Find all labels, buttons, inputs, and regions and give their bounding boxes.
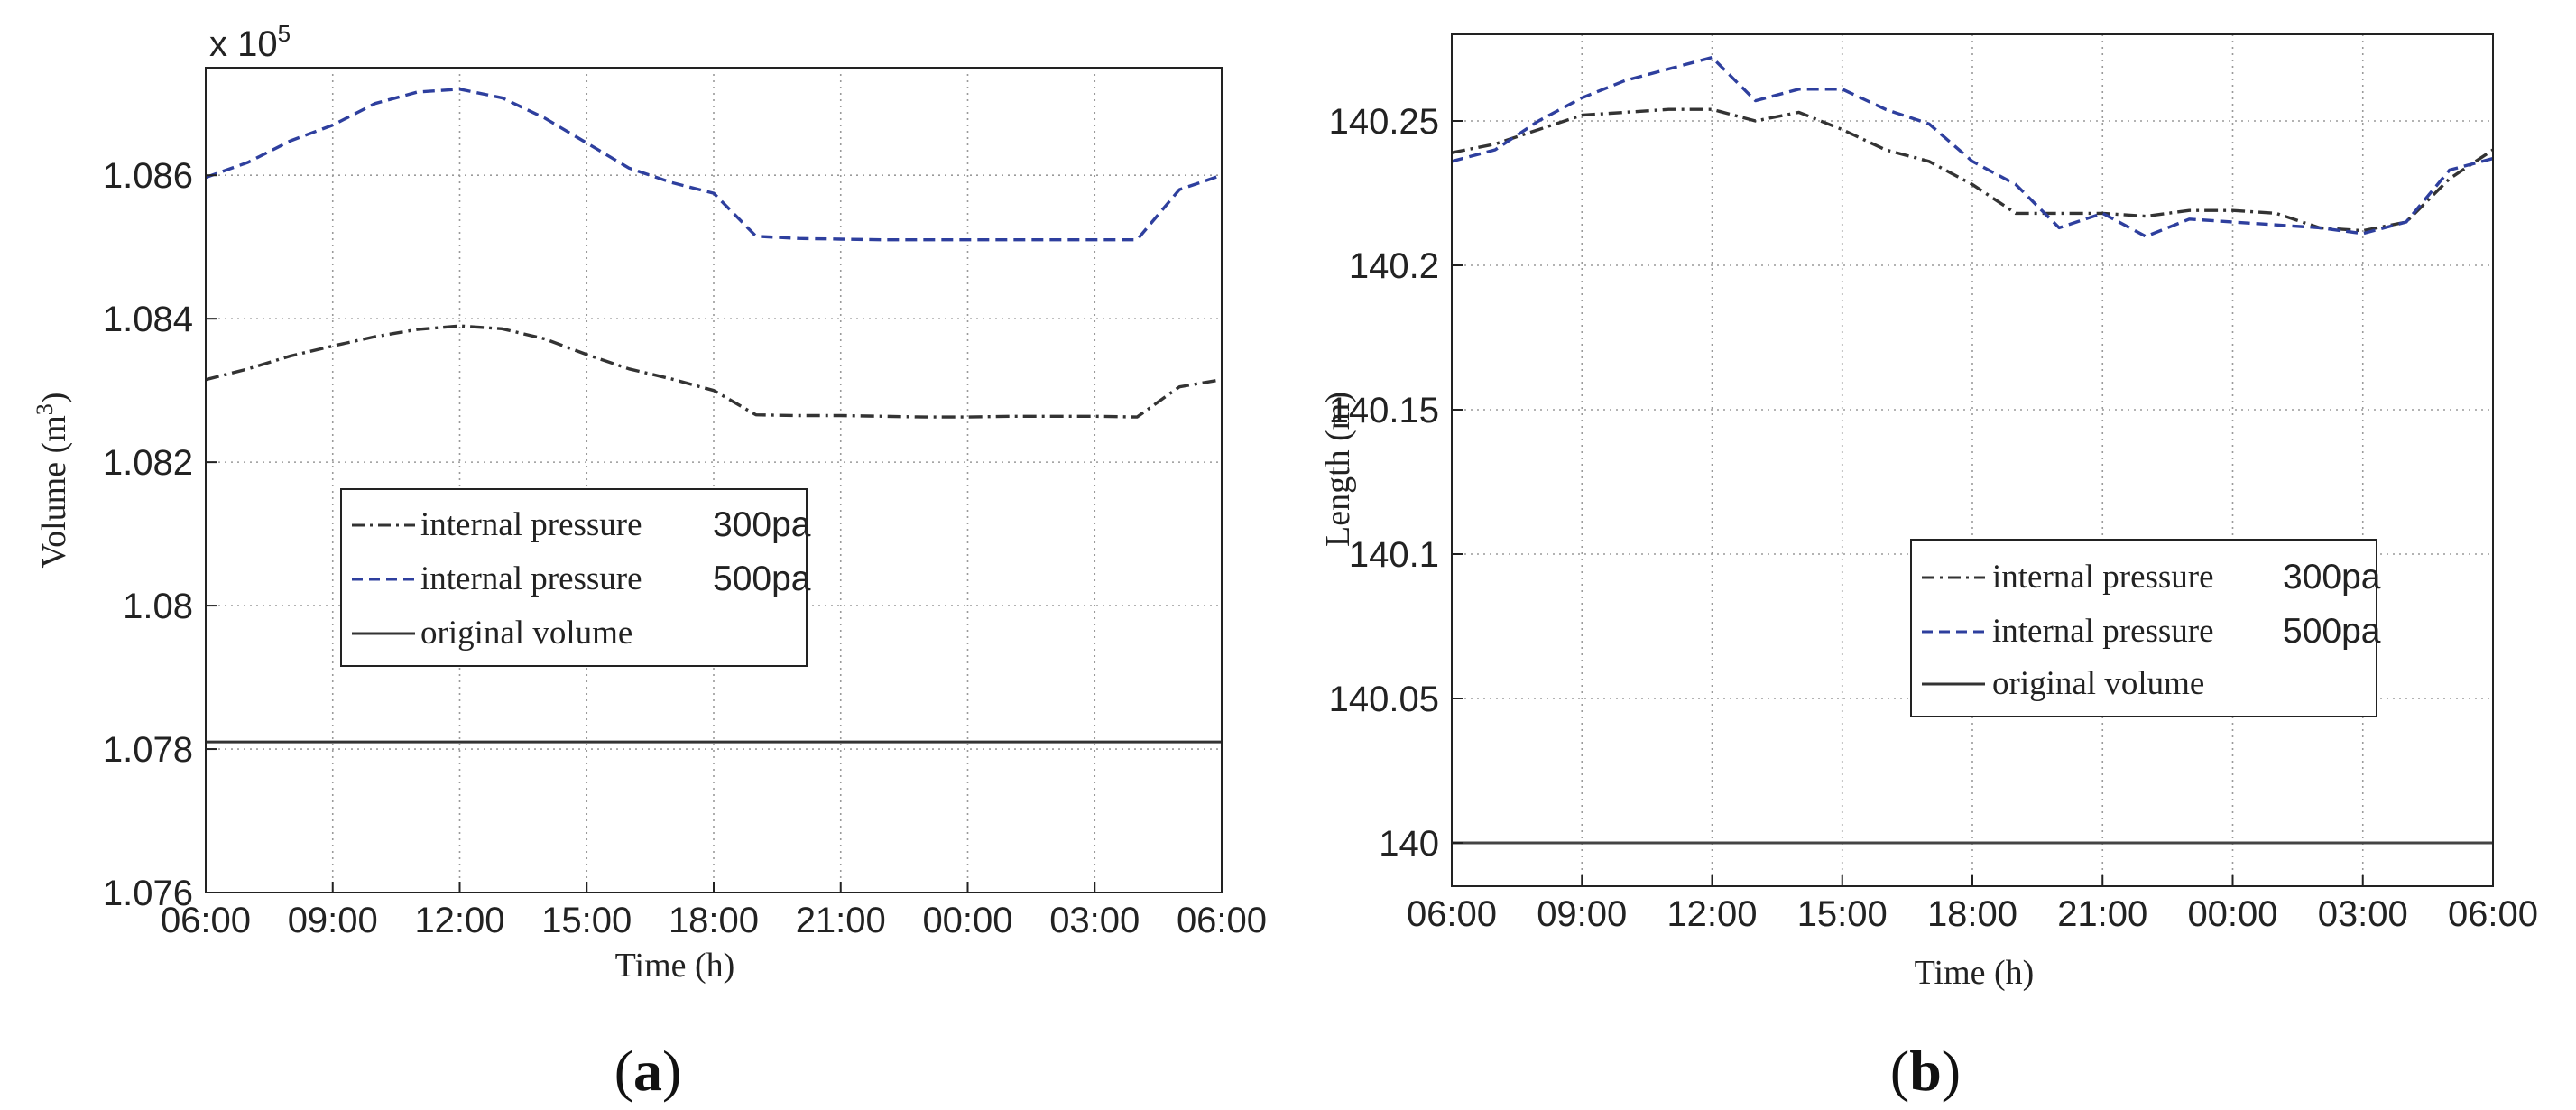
y-tick-label: 1.08 (123, 587, 193, 626)
x-tick-label: 06:00 (161, 901, 251, 940)
x-tick-label: 06:00 (1407, 894, 1497, 934)
y-ticks-b: 140 140.05 140.1 140.15 140.2 140.25 (1329, 102, 1463, 864)
x-tick-label: 18:00 (669, 901, 759, 940)
x-tick-label: 03:00 (2318, 894, 2408, 934)
legend-a: internal pressure 300pa internal pressur… (340, 488, 811, 667)
legend-box-b (1910, 539, 2377, 717)
y-tick-label: 1.084 (103, 300, 193, 339)
y-tick-label: 140.15 (1329, 391, 1439, 430)
panel-label-b: (b) (1890, 1039, 1961, 1103)
x-tick-label: 12:00 (414, 901, 504, 940)
legend-value-a-300: 300pa (713, 505, 811, 544)
legend-value-b-500: 500pa (2283, 612, 2381, 651)
series-line-b-500pa (1451, 55, 2494, 238)
x-tick-label: 00:00 (922, 901, 1012, 940)
x-tick-label: 03:00 (1049, 901, 1140, 940)
y-axis-label-a: Volume (m3) (32, 393, 73, 569)
legend-label-a-300: internal pressure (420, 506, 642, 543)
y-tick-label: 140 (1379, 824, 1439, 864)
x-tick-label: 06:00 (1177, 901, 1267, 940)
series-group-b (1451, 55, 2494, 845)
x-ticks-a: 06:00 09:00 12:00 15:00 18:00 21:00 00:00 03:00… (161, 882, 1267, 940)
x-tick-label: 21:00 (2057, 894, 2147, 934)
x-axis-label-a: Time (h) (615, 947, 735, 985)
x-tick-label: 09:00 (288, 901, 378, 940)
y-tick-label: 1.086 (103, 156, 193, 196)
x-axis-label-b: Time (h) (1915, 954, 2035, 992)
legend-label-b-orig: original volume (1992, 665, 2204, 702)
x-tick-label: 21:00 (796, 901, 886, 940)
chart-panel-b: 140 140.05 140.1 140.15 140.2 140.25 06:00 09:… (1319, 33, 2538, 1103)
x-tick-label: 06:00 (2448, 894, 2538, 934)
x-tick-label: 09:00 (1537, 894, 1627, 934)
x-tick-label: 12:00 (1667, 894, 1757, 934)
series-line-a-500pa (205, 88, 1223, 242)
y-tick-label: 1.082 (103, 443, 193, 483)
series-line-a-300pa (205, 324, 1223, 419)
legend-label-b-300: internal pressure (1992, 559, 2214, 596)
y-axis-label-b: Length (m) (1319, 392, 1357, 547)
legend-value-b-300: 300pa (2283, 558, 2381, 597)
legend-value-a-500: 500pa (713, 560, 811, 598)
legend-b: internal pressure 300pa internal pressur… (1910, 539, 2381, 717)
series-group-a (205, 88, 1223, 744)
x-tick-label: 15:00 (1797, 894, 1888, 934)
y-tick-label: 140.1 (1349, 535, 1439, 575)
y-ticks-a: 1.076 1.078 1.08 1.082 1.084 1.086 (103, 156, 217, 913)
y-tick-label: 1.076 (103, 874, 193, 913)
y-tick-label: 140.25 (1329, 102, 1439, 142)
panel-label-a: (a) (614, 1039, 682, 1103)
y-tick-label: 140.2 (1349, 246, 1439, 286)
legend-box-a (340, 488, 808, 667)
chart-panel-a: 1.076 1.078 1.08 1.082 1.084 1.086 06:00 09:00… (32, 20, 1267, 1103)
plot-area-b (1452, 34, 2493, 886)
y-tick-label: 140.05 (1329, 680, 1439, 719)
legend-label-a-500: internal pressure (420, 560, 642, 597)
legend-label-b-500: internal pressure (1992, 613, 2214, 650)
x-tick-label: 15:00 (541, 901, 632, 940)
x-ticks-b: 06:00 09:00 12:00 15:00 18:00 21:00 00:00 03:00… (1407, 875, 2538, 934)
y-tick-label: 1.078 (103, 730, 193, 770)
x-tick-label: 00:00 (2187, 894, 2277, 934)
y-multiplier-a: x 105 (209, 20, 291, 64)
x-tick-label: 18:00 (1927, 894, 2017, 934)
legend-label-a-orig: original volume (420, 615, 632, 652)
